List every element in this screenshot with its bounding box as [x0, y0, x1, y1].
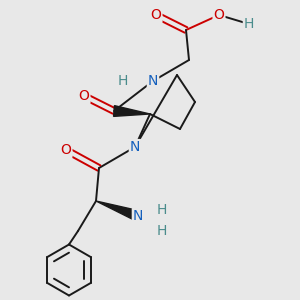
Text: H: H [118, 74, 128, 88]
Text: N: N [130, 140, 140, 154]
Text: H: H [244, 17, 254, 31]
Text: O: O [61, 143, 71, 157]
Text: H: H [157, 224, 167, 238]
Polygon shape [96, 201, 140, 221]
Text: O: O [79, 89, 89, 103]
Text: N: N [148, 74, 158, 88]
Text: N: N [133, 209, 143, 223]
Polygon shape [114, 106, 150, 116]
Text: H: H [157, 203, 167, 217]
Text: O: O [214, 8, 224, 22]
Text: O: O [151, 8, 161, 22]
